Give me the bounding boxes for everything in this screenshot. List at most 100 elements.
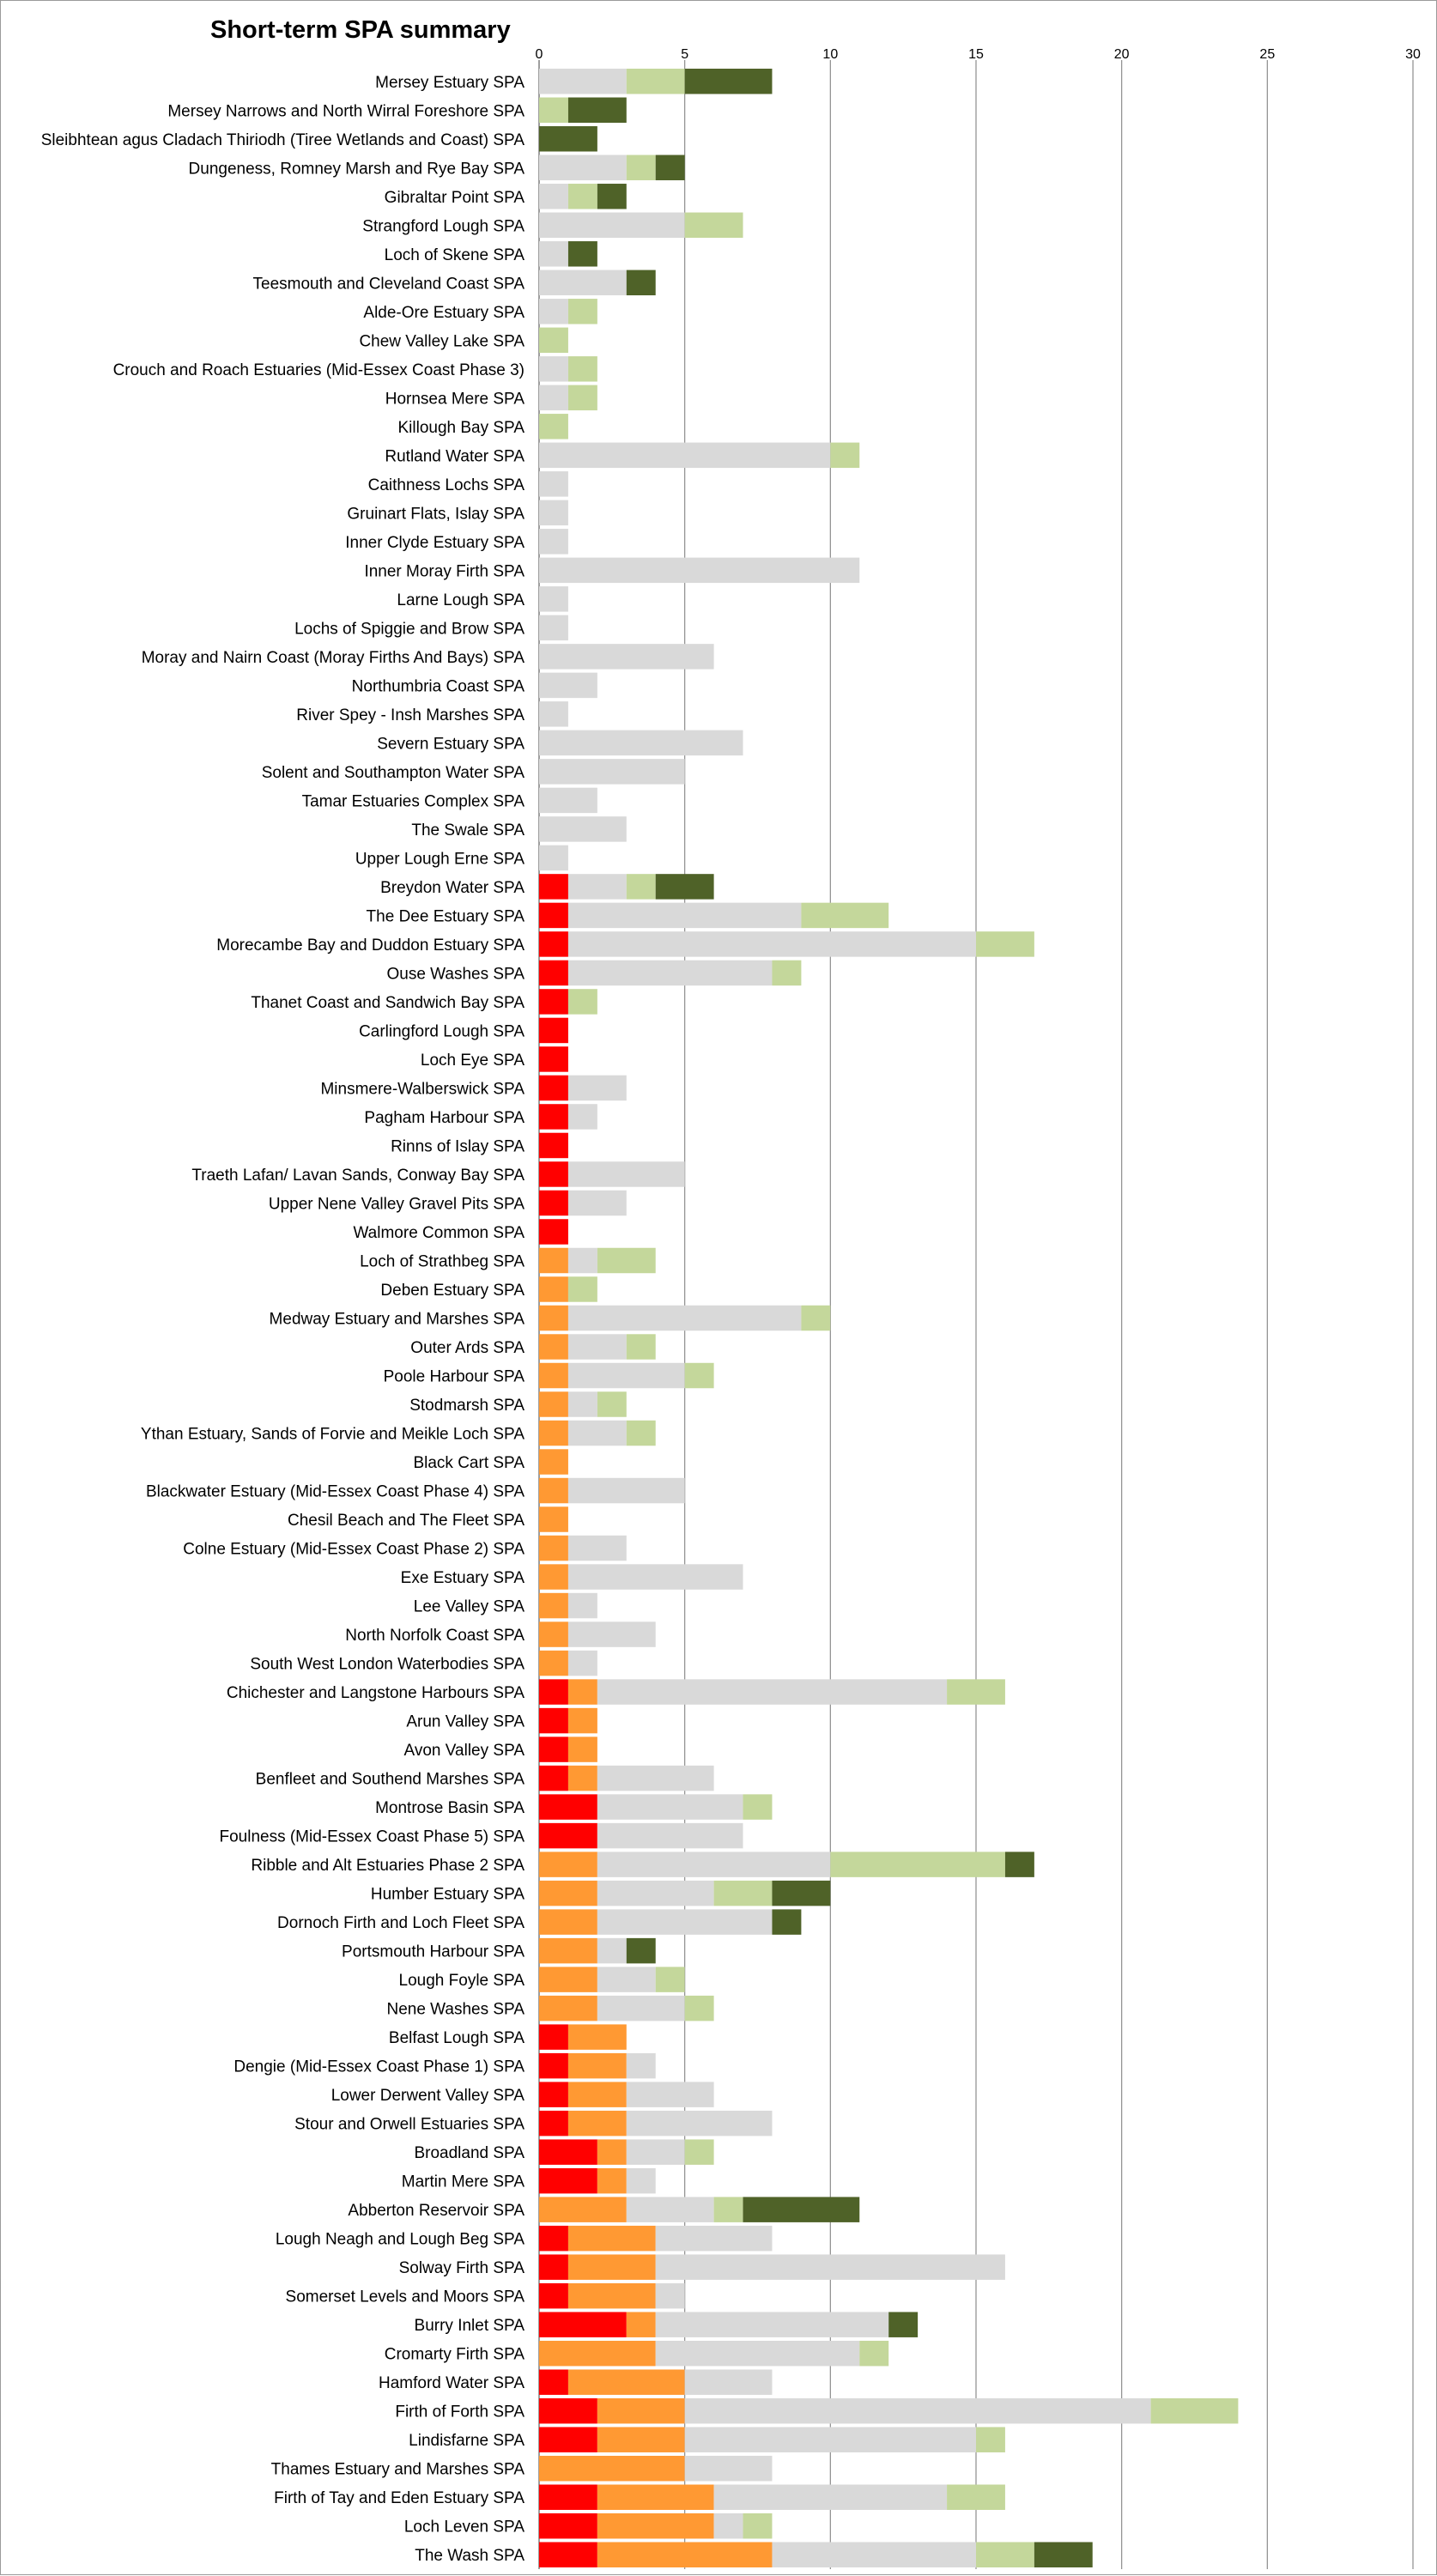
bar-segment: [567, 1765, 597, 1791]
category-label: Abberton Reservoir SPA: [348, 2202, 524, 2220]
bar-segment: [597, 1995, 685, 2021]
category-label: Lochs of Spiggie and Brow SPA: [294, 620, 524, 638]
category-label: Severn Estuary SPA: [377, 735, 524, 753]
category-label: Solway Firth SPA: [399, 2259, 525, 2277]
bar-segment: [567, 1564, 743, 1590]
category-label: Northumbria Coast SPA: [352, 677, 525, 695]
category-label: Outer Ards SPA: [410, 1339, 524, 1357]
bar-segment: [655, 2340, 860, 2367]
category-label: Martin Mere SPA: [402, 2173, 525, 2191]
bar-segment: [567, 931, 976, 957]
bar-segment: [567, 2282, 656, 2309]
chart-title: Short-term SPA summary: [210, 16, 511, 44]
bar-segment: [539, 931, 568, 957]
bar-segment: [539, 529, 568, 555]
bar-segment: [597, 1822, 743, 1849]
bar-segment: [713, 2512, 743, 2539]
bar-segment: [859, 2340, 889, 2367]
bar-segment: [597, 2167, 627, 2194]
bar-segment: [539, 1765, 568, 1791]
bar-segment: [976, 931, 1034, 957]
category-label: South West London Waterbodies SPA: [250, 1656, 524, 1674]
bar-segment: [539, 730, 743, 756]
bar-segment: [801, 902, 889, 929]
bar-segment: [539, 126, 597, 152]
category-label: Hamford Water SPA: [379, 2374, 524, 2392]
bar-segment: [597, 1880, 714, 1906]
category-label: Hornsea Mere SPA: [385, 390, 525, 408]
bar-segment: [597, 2397, 685, 2424]
bar-segment: [539, 1679, 568, 1705]
bar-segment: [597, 1909, 773, 1935]
bar-segment: [539, 2312, 627, 2337]
bar-segment: [567, 385, 597, 411]
category-label: Solent and Southampton Water SPA: [262, 764, 525, 782]
category-label: Walmore Common SPA: [353, 1224, 524, 1242]
bar-segment: [567, 1621, 656, 1647]
bar-segment: [684, 69, 773, 94]
bar-segment: [539, 1937, 597, 1964]
bar-segment: [684, 2427, 976, 2452]
category-label: The Dee Estuary SPA: [367, 907, 525, 925]
bar-segment: [539, 414, 568, 439]
bar-segment: [539, 960, 568, 986]
bar-segment: [597, 1852, 831, 1877]
bar-segment: [539, 1161, 568, 1187]
bar-segment: [567, 184, 597, 209]
bar-segment: [1034, 2542, 1093, 2567]
bar-segment: [713, 1880, 773, 1906]
category-label: North Norfolk Coast SPA: [345, 1627, 524, 1645]
category-label: Dornoch Firth and Loch Fleet SPA: [277, 1914, 524, 1932]
bar-segment: [567, 356, 597, 382]
bar-segment: [567, 1104, 597, 1130]
bar-segment: [743, 2197, 860, 2222]
bar-segment: [539, 1909, 597, 1935]
category-label: Sleibhtean agus Cladach Thiriodh (Tiree …: [41, 131, 525, 149]
bar-segment: [539, 1995, 597, 2021]
bar-segment: [539, 241, 568, 267]
bar-segment: [539, 471, 568, 497]
category-label: Firth of Forth SPA: [395, 2403, 524, 2421]
x-tick-labels: 0 5 10 15 20 25 30: [536, 47, 1421, 62]
category-label: Thanet Coast and Sandwich Bay SPA: [251, 994, 524, 1012]
bar-segment: [539, 1334, 568, 1360]
bar-segment: [539, 1852, 597, 1877]
category-label: Crouch and Roach Estuaries (Mid-Essex Co…: [113, 361, 524, 379]
bar-segment: [539, 97, 568, 124]
bar-segment: [684, 2397, 1151, 2424]
bar-segment: [567, 2254, 656, 2280]
bar-segment: [626, 1334, 656, 1360]
bar-segment: [684, 2455, 773, 2482]
bar-segment: [539, 1477, 568, 1504]
bar-segment: [567, 1247, 597, 1274]
category-labels: Mersey Estuary SPA Mersey Narrows and Nor…: [41, 74, 525, 2565]
category-label: Rutland Water SPA: [385, 447, 524, 465]
bar-segment: [539, 1391, 568, 1417]
bar-segment: [567, 1161, 685, 1187]
bar-segment: [539, 1190, 568, 1216]
category-label: Inner Moray Firth SPA: [364, 562, 524, 580]
category-label: Lee Valley SPA: [414, 1598, 525, 1616]
bar-segment: [626, 2312, 656, 2337]
bar-segment: [626, 2052, 656, 2079]
category-label: Loch of Strathbeg SPA: [360, 1252, 524, 1270]
bar-segment: [684, 1362, 714, 1389]
bar-segment: [539, 2455, 685, 2482]
bar-segment: [655, 1967, 685, 1992]
category-label: Stour and Orwell Estuaries SPA: [294, 2116, 524, 2134]
bar-segment: [539, 902, 568, 929]
category-label: Chew Valley Lake SPA: [359, 332, 524, 350]
bar-segment: [539, 155, 627, 181]
x-tick-label: 0: [536, 47, 543, 62]
bar-segment: [539, 2340, 656, 2367]
bar-segment: [567, 97, 627, 124]
category-label: Rinns of Islay SPA: [391, 1137, 524, 1155]
category-label: Avon Valley SPA: [404, 1742, 525, 1760]
bar-segment: [772, 1909, 802, 1935]
bar-segment: [539, 989, 568, 1015]
bar-segment: [655, 2254, 1005, 2280]
category-label: Somerset Levels and Moors SPA: [286, 2288, 525, 2306]
bar-segment: [539, 1592, 568, 1619]
bar-segment: [539, 212, 685, 239]
